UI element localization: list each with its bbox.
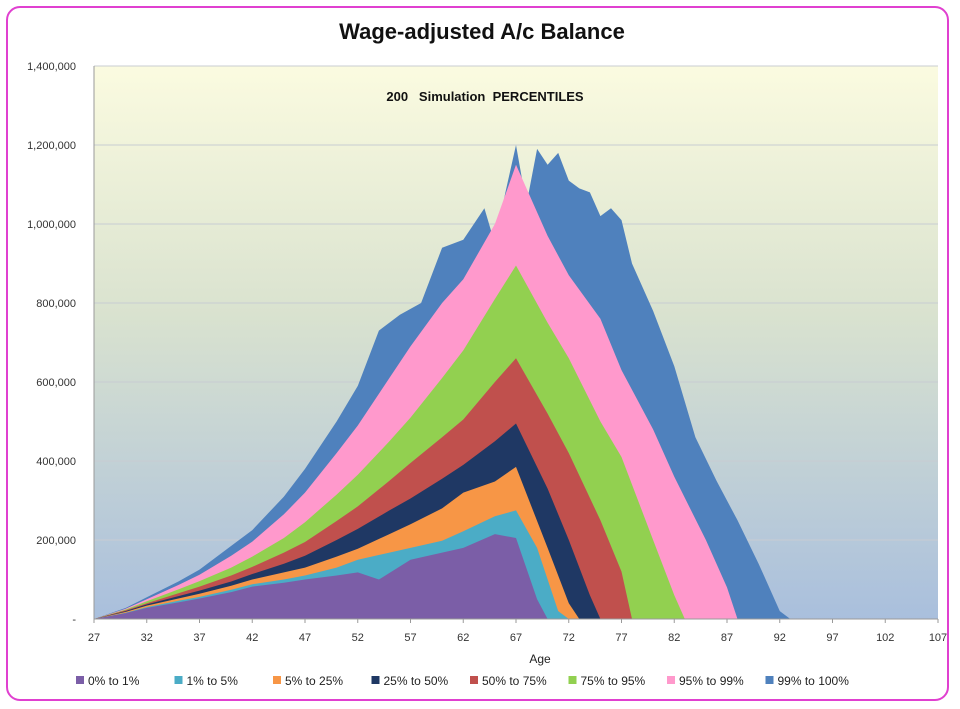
y-tick-label: 800,000 (36, 298, 76, 310)
x-tick-label: 27 (88, 632, 100, 644)
chart-subtitle: 200 Simulation PERCENTILES (386, 89, 584, 104)
x-tick-label: 92 (774, 632, 786, 644)
y-tick-labels: - 200,000 400,000 600,000 800,000 1,000,000 1,… (27, 61, 76, 626)
x-tick-label: 57 (404, 632, 416, 644)
x-tick-label: 87 (721, 632, 733, 644)
legend-label: 0% to 1% (88, 674, 140, 688)
legend-swatch (273, 676, 281, 684)
y-tick-label: 200,000 (36, 535, 76, 547)
x-tick-label: 72 (563, 632, 575, 644)
y-tick-label: 400,000 (36, 456, 76, 468)
legend-swatch (667, 676, 675, 684)
x-tick-label: 77 (615, 632, 627, 644)
legend-label: 99% to 100% (778, 674, 850, 688)
x-tick-label: 52 (352, 632, 364, 644)
x-axis-label: Age (529, 652, 551, 666)
legend-swatch (765, 676, 774, 684)
legend: 0% to 1% 1% to 5% 5% to 25% 25% to 50% 50% t… (76, 674, 849, 688)
y-tick-label: 1,400,000 (27, 61, 76, 73)
x-tick-label: 42 (246, 632, 258, 644)
legend-swatch (76, 676, 84, 684)
x-tick-label: 67 (510, 632, 522, 644)
y-tick-label: 600,000 (36, 377, 76, 389)
area-series-1 (94, 534, 548, 619)
x-tick-label: 47 (299, 632, 311, 644)
y-tick-label: 1,000,000 (27, 219, 76, 231)
legend-swatch (174, 676, 183, 684)
legend-swatch (568, 676, 577, 684)
y-tick-label: - (72, 614, 76, 626)
legend-label: 75% to 95% (581, 674, 646, 688)
x-tick-label: 37 (193, 632, 205, 644)
x-tick-label: 107 (929, 632, 947, 644)
legend-swatch (371, 676, 380, 684)
x-tick-label: 32 (141, 632, 153, 644)
legend-label: 5% to 25% (285, 674, 343, 688)
legend-swatch (470, 676, 478, 684)
legend-label: 95% to 99% (679, 674, 744, 688)
legend-label: 50% to 75% (482, 674, 547, 688)
y-tick-label: 1,200,000 (27, 140, 76, 152)
x-tick-labels: 27 32 37 42 47 52 57 62 67 72 77 82 87 92 97 102 107 (88, 619, 947, 644)
x-tick-label: 62 (457, 632, 469, 644)
chart-title: Wage-adjusted A/c Balance (339, 19, 625, 44)
legend-label: 25% to 50% (384, 674, 449, 688)
x-tick-label: 97 (826, 632, 838, 644)
area-series (94, 145, 791, 620)
x-tick-label: 102 (876, 632, 894, 644)
legend-label: 1% to 5% (187, 674, 239, 688)
x-tick-label: 82 (668, 632, 680, 644)
